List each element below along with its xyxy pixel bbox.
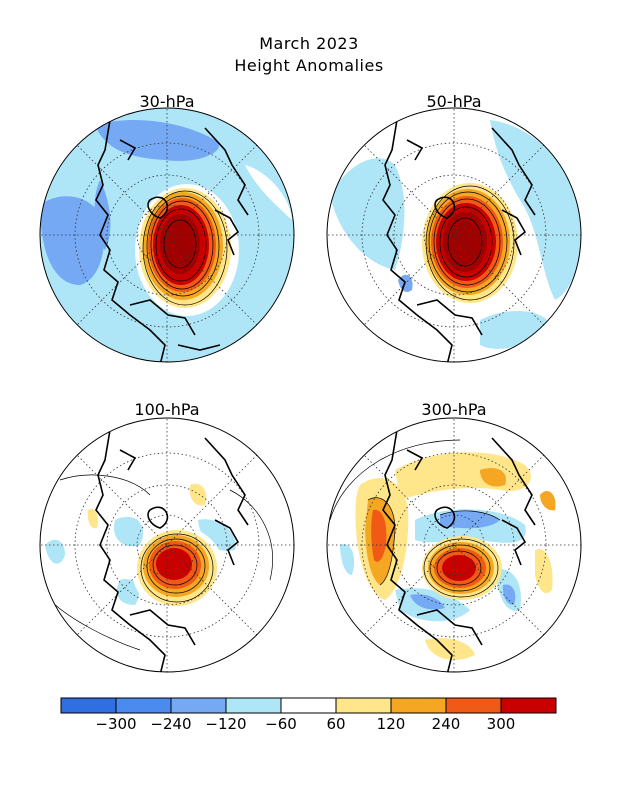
- colorbar-tick-label: 120: [376, 715, 406, 733]
- colorbar: [60, 697, 557, 714]
- polar-maps: [39, 107, 582, 673]
- panel-label-100hpa: 100-hPa: [134, 400, 200, 419]
- figure-title: March 2023: [259, 34, 359, 53]
- map-50hpa: [326, 107, 582, 363]
- colorbar-tick-label: 300: [486, 715, 516, 733]
- map-300hpa: [326, 417, 582, 673]
- colorbar-box: [225, 697, 282, 714]
- colorbar-box: [335, 697, 392, 714]
- colorbar-box: [500, 697, 557, 714]
- colorbar-tick-label: 240: [431, 715, 461, 733]
- panel-label-50hpa: 50-hPa: [426, 92, 482, 111]
- colorbar-box: [445, 697, 502, 714]
- colorbar-tick-label: −120: [205, 715, 247, 733]
- colorbar-box: [390, 697, 447, 714]
- panel-label-300hpa: 300-hPa: [421, 400, 487, 419]
- colorbar-tick-label: −60: [265, 715, 297, 733]
- figure-subtitle: Height Anomalies: [234, 56, 384, 75]
- colorbar-box: [170, 697, 227, 714]
- colorbar-tick-label: 60: [326, 715, 346, 733]
- colorbar-tick-label: −300: [95, 715, 137, 733]
- map-100hpa: [39, 417, 295, 673]
- colorbar-box: [60, 697, 117, 714]
- colorbar-box: [115, 697, 172, 714]
- colorbar-box: [280, 697, 337, 714]
- panel-label-30hpa: 30-hPa: [139, 92, 195, 111]
- colorbar-tick-label: −240: [150, 715, 192, 733]
- map-30hpa: [39, 107, 295, 363]
